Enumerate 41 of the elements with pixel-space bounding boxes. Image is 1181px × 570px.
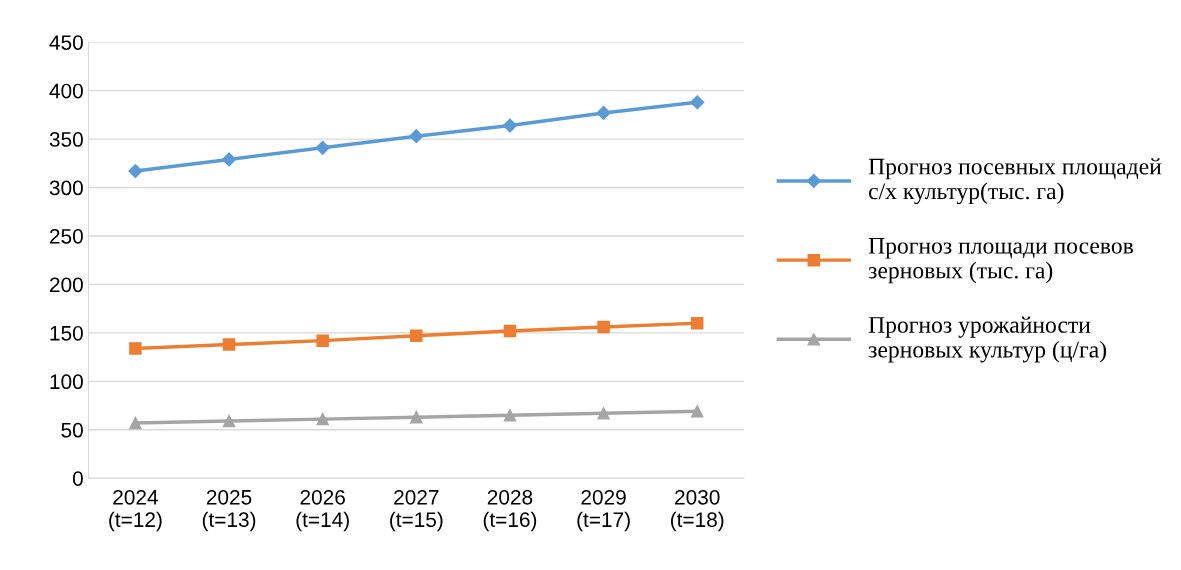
x-tick-label: 2027 (t=15): [390, 489, 443, 532]
point: [222, 338, 236, 351]
y-tick-label: 350: [49, 132, 83, 147]
point: [502, 118, 518, 133]
point: [596, 105, 611, 120]
point: [597, 320, 610, 334]
point: [690, 405, 704, 418]
legend-label: Прогноз урожайности зерновых культур (ц/га): [868, 316, 1107, 363]
point: [316, 412, 329, 426]
point: [222, 414, 236, 428]
point: [128, 163, 143, 179]
point: [597, 407, 610, 420]
x-tick-label: 2028 (t=16): [483, 489, 537, 532]
y-tick-label: 300: [49, 180, 83, 196]
point: [690, 95, 705, 110]
y-tick-label: 50: [61, 422, 83, 438]
y-tick-label: 250: [50, 228, 83, 244]
point: [129, 342, 142, 355]
point: [129, 416, 142, 430]
y-tick-label: 0: [72, 471, 83, 486]
y-tick-label: 200: [50, 277, 83, 293]
x-tick-label: 2025 (t=13): [202, 489, 256, 532]
x-tick-label: 2030 (t=18): [671, 489, 724, 532]
y-tick-label: 100: [50, 374, 83, 390]
point: [221, 152, 237, 167]
point: [409, 129, 424, 144]
point: [316, 334, 329, 347]
x-tick-label: 2024 (t=12): [109, 489, 162, 532]
legend-label: Прогноз посевных площадей с/х культур(тыс. га): [868, 158, 1162, 205]
y-tick-label: 450: [49, 35, 83, 50]
x-tick-label: 2026 (t=14): [296, 489, 349, 532]
point: [410, 410, 423, 424]
x-tick-label: 2029 (t=17): [577, 489, 630, 532]
point: [503, 408, 517, 422]
point: [503, 324, 517, 338]
y-tick-label: 400: [49, 83, 83, 99]
y-tick-label: 150: [50, 325, 83, 341]
legend-label: Прогноз площади посевов зерновых (тыс. га): [868, 238, 1133, 284]
point: [410, 329, 423, 343]
point: [315, 140, 330, 155]
point: [690, 316, 704, 330]
